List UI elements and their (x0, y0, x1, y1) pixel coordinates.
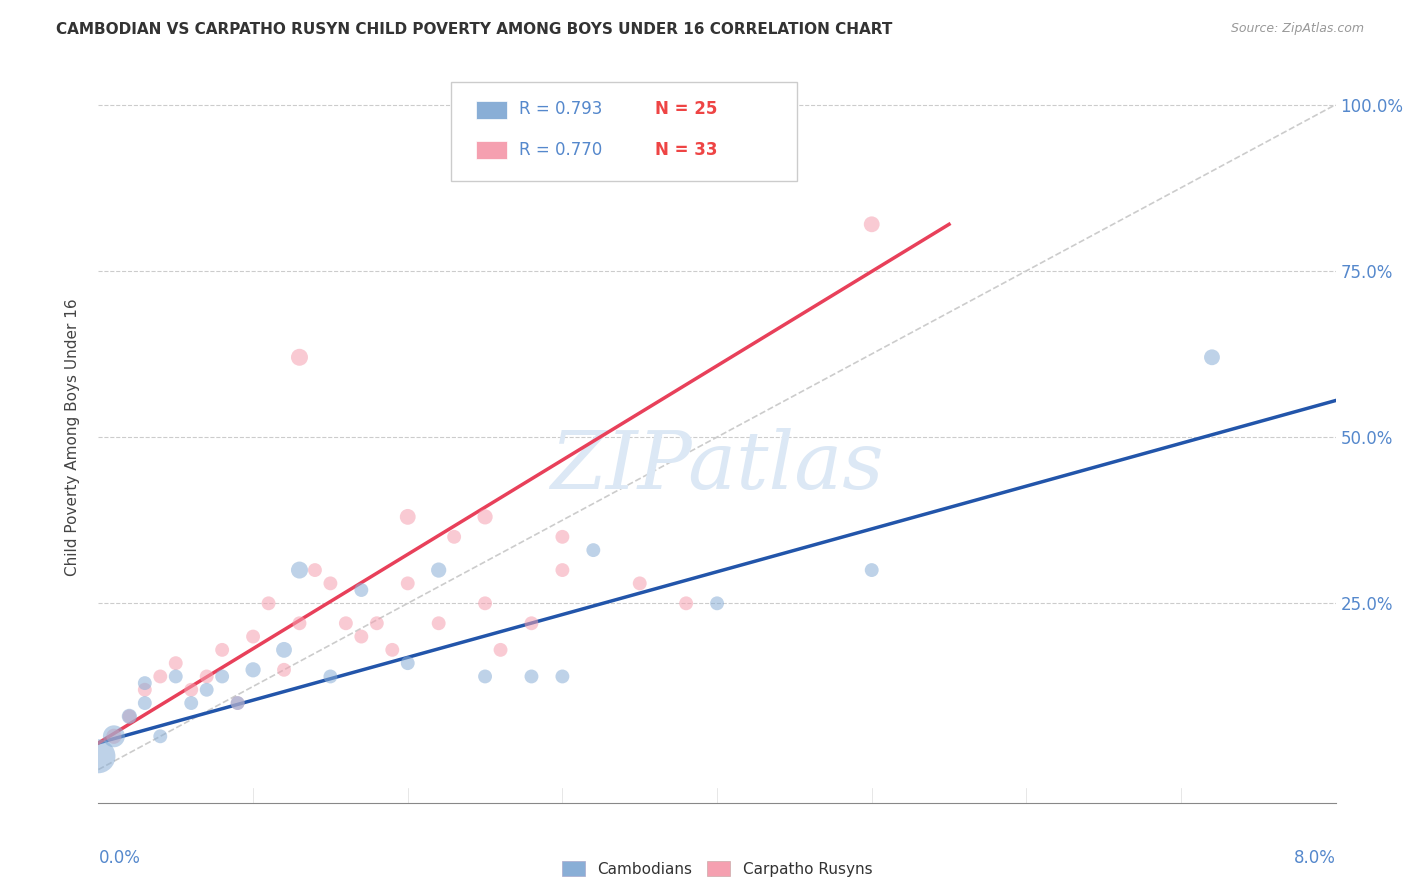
Point (195, 682, 218, 697)
FancyBboxPatch shape (475, 101, 506, 119)
Point (350, 630, 373, 644)
Point (396, 509, 419, 524)
Text: ZIPatlas: ZIPatlas (550, 427, 884, 505)
Point (211, 643, 233, 657)
Point (288, 351, 311, 365)
Point (288, 616, 311, 631)
Point (628, 576, 651, 591)
Point (149, 669, 172, 683)
Point (427, 563, 450, 577)
Legend: Cambodians, Carpatho Rusyns: Cambodians, Carpatho Rusyns (555, 855, 879, 883)
Point (427, 616, 450, 631)
Text: 0.0%: 0.0% (98, 849, 141, 867)
Point (273, 663, 295, 677)
Point (350, 582, 373, 597)
Point (257, 596, 280, 610)
Point (381, 643, 404, 657)
Point (396, 576, 419, 591)
Point (582, 543, 605, 558)
Point (335, 616, 357, 631)
Point (304, 563, 326, 577)
Point (242, 663, 264, 677)
Point (273, 643, 295, 657)
Text: CAMBODIAN VS CARPATHO RUSYN CHILD POVERTY AMONG BOYS UNDER 16 CORRELATION CHART: CAMBODIAN VS CARPATHO RUSYN CHILD POVERT… (56, 22, 893, 37)
Point (520, 616, 543, 631)
Point (520, 669, 543, 683)
Y-axis label: Child Poverty Among Boys Under 16: Child Poverty Among Boys Under 16 (65, 298, 80, 576)
Point (396, 656, 419, 670)
Point (149, 729, 172, 743)
Point (103, 729, 125, 743)
Point (242, 630, 264, 644)
Point (860, 563, 883, 577)
Point (319, 576, 342, 591)
Point (226, 696, 249, 710)
Point (706, 596, 728, 610)
Point (319, 669, 342, 683)
Point (211, 669, 233, 683)
Point (474, 596, 496, 610)
Point (118, 709, 141, 723)
Point (474, 509, 496, 524)
Point (134, 682, 156, 697)
Point (165, 656, 187, 670)
FancyBboxPatch shape (451, 82, 797, 181)
Point (1201, 351, 1223, 365)
Point (180, 696, 202, 710)
Point (87, 749, 110, 764)
Point (180, 682, 202, 697)
FancyBboxPatch shape (475, 141, 506, 159)
Point (134, 696, 156, 710)
Text: R = 0.793: R = 0.793 (519, 101, 602, 119)
Point (489, 643, 512, 657)
Point (860, 217, 883, 231)
Point (118, 709, 141, 723)
Point (288, 563, 311, 577)
Point (366, 616, 388, 631)
Text: R = 0.770: R = 0.770 (519, 141, 602, 159)
Point (551, 563, 574, 577)
Point (226, 696, 249, 710)
Point (474, 669, 496, 683)
Point (551, 669, 574, 683)
Point (165, 669, 187, 683)
Point (551, 530, 574, 544)
Point (443, 530, 465, 544)
Text: 8.0%: 8.0% (1294, 849, 1336, 867)
Text: N = 25: N = 25 (655, 101, 717, 119)
Point (134, 676, 156, 690)
Point (675, 596, 697, 610)
Point (195, 669, 218, 683)
Text: Source: ZipAtlas.com: Source: ZipAtlas.com (1230, 22, 1364, 36)
Point (103, 729, 125, 743)
Text: N = 33: N = 33 (655, 141, 717, 159)
